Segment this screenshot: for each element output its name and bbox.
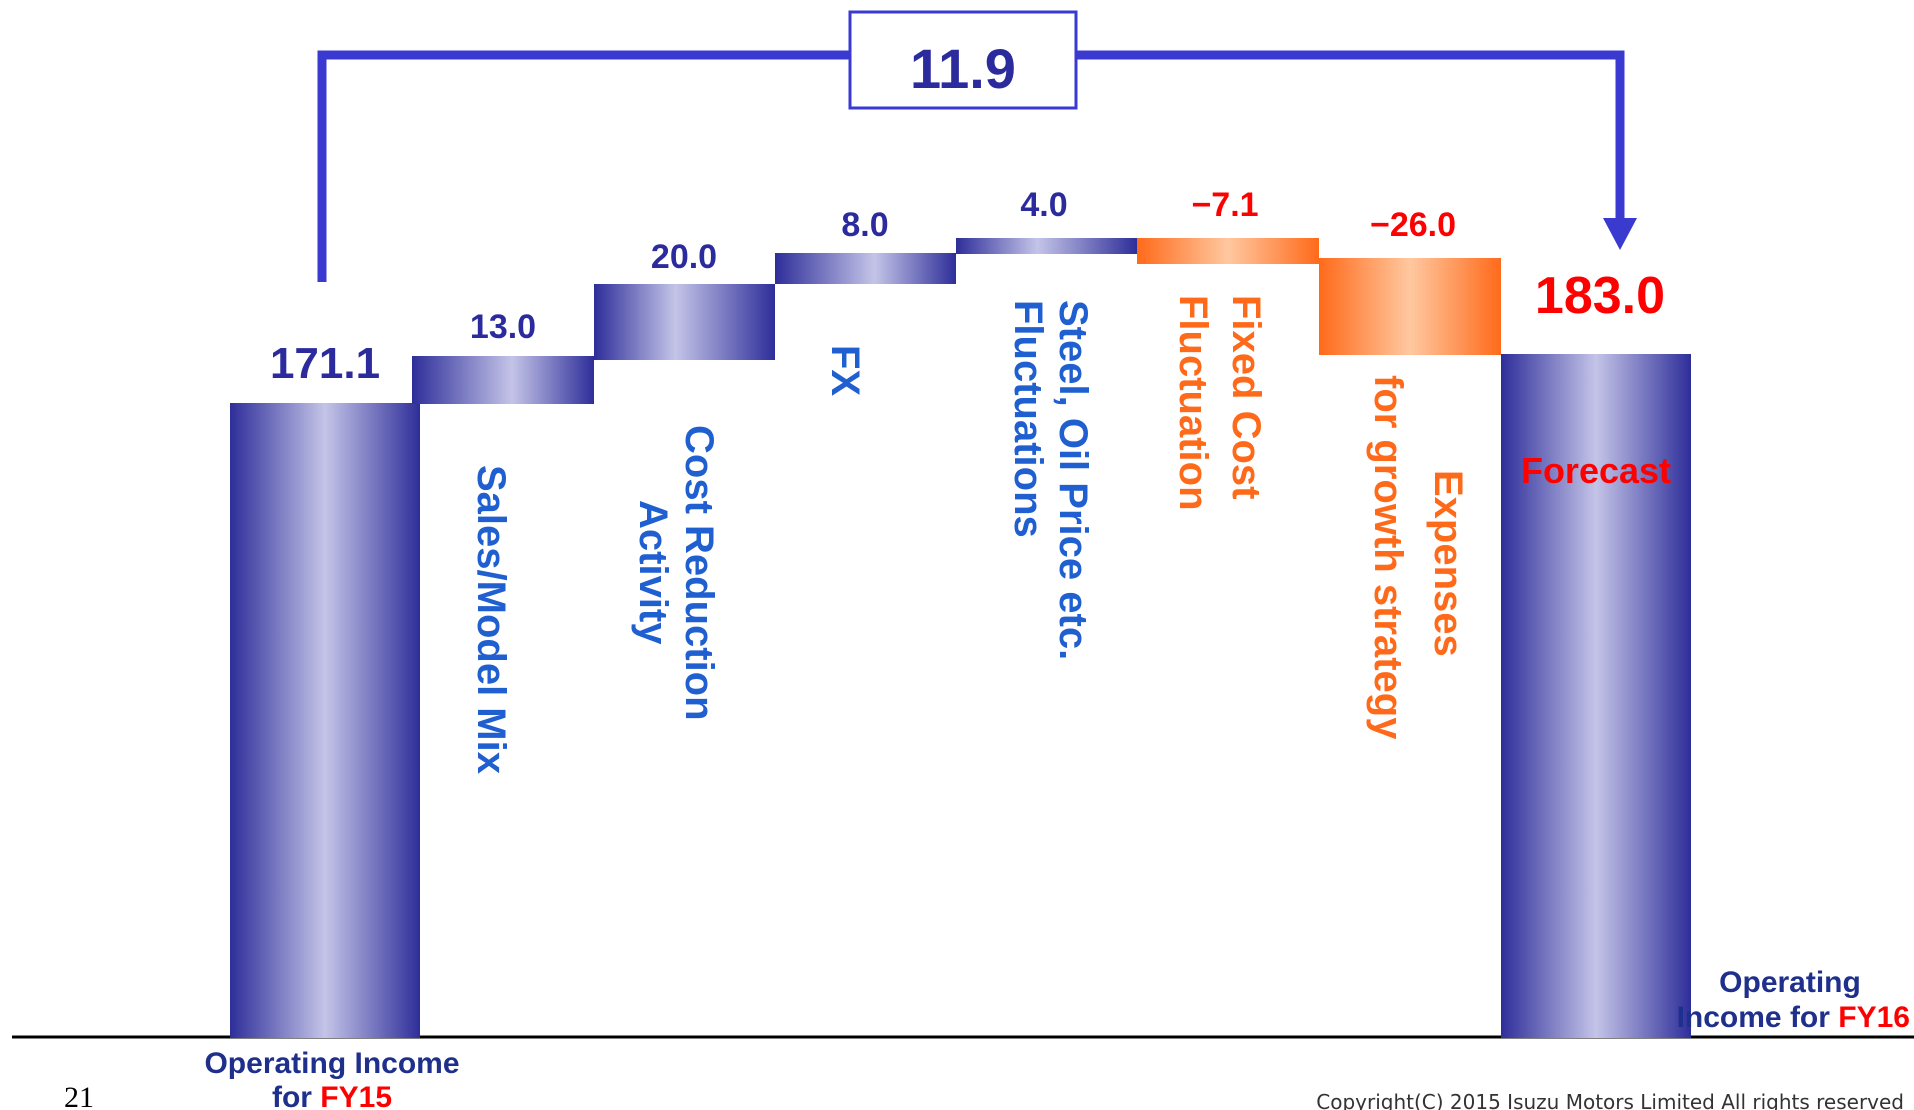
bar-growth <box>1319 258 1501 355</box>
bar-start <box>230 403 420 1038</box>
category-label-sales: Sales/Model Mix <box>469 465 513 774</box>
value-label-steel: 4.0 <box>1020 186 1067 224</box>
category-label-cost-line2: Activity <box>631 500 675 645</box>
value-label-start: 171.1 <box>270 339 380 388</box>
bar-cost <box>594 284 775 360</box>
category-label-growth-line2: for growth strategy <box>1366 375 1410 740</box>
bar-fixed <box>1137 238 1319 264</box>
bracket-left-line <box>317 50 850 282</box>
value-label-end: 183.0 <box>1535 267 1665 325</box>
difference-value: 11.9 <box>910 37 1016 100</box>
category-label-steel-line2: Fluctuations <box>1006 300 1050 538</box>
value-label-fx: 8.0 <box>841 206 888 244</box>
end-bottom-label-line1: Operating <box>1719 966 1861 999</box>
category-label-steel-line1: Steel, Oil Price etc. <box>1051 300 1095 660</box>
bar-steel <box>956 238 1137 254</box>
value-label-cost: 20.0 <box>651 238 717 276</box>
bottom-labels: Operating Income for FY15 Operating Inco… <box>204 966 1910 1110</box>
start-bottom-label-line1: Operating Income <box>204 1047 459 1080</box>
value-labels: 171.1 13.0 20.0 8.0 4.0 −7.1 −26.0 183.0… <box>270 186 1671 491</box>
category-label-cost-line1: Cost Reduction <box>677 425 721 721</box>
difference-bracket: 11.9 <box>317 10 1637 282</box>
difference-box <box>848 10 1078 110</box>
bracket-arrow-icon <box>1603 218 1637 250</box>
category-label-fixed-line2: Fluctuation <box>1171 295 1215 511</box>
start-bottom-label-line2: for FY15 <box>272 1081 392 1110</box>
bar-sales <box>412 356 594 404</box>
category-label-growth-line1: Expenses <box>1426 470 1470 657</box>
forecast-label: Forecast <box>1521 450 1671 491</box>
end-bottom-label-line2: Income for FY16 <box>1677 1001 1910 1034</box>
category-label-fx: FX <box>823 345 867 396</box>
bars <box>230 238 1691 1038</box>
bar-fx <box>775 253 956 284</box>
value-label-sales: 13.0 <box>470 308 536 346</box>
category-labels: Sales/Model Mix Cost Reduction Activity … <box>469 295 1470 774</box>
bar-end <box>1501 354 1691 1038</box>
value-label-growth: −26.0 <box>1370 206 1456 244</box>
copyright-text: Copyright(C) 2015 Isuzu Motors Limited A… <box>1316 1090 1904 1110</box>
bracket-right-line <box>1076 50 1625 222</box>
category-label-fixed-line1: Fixed Cost <box>1224 295 1268 499</box>
value-label-fixed: −7.1 <box>1191 186 1258 224</box>
page-number: 21 <box>64 1081 94 1110</box>
